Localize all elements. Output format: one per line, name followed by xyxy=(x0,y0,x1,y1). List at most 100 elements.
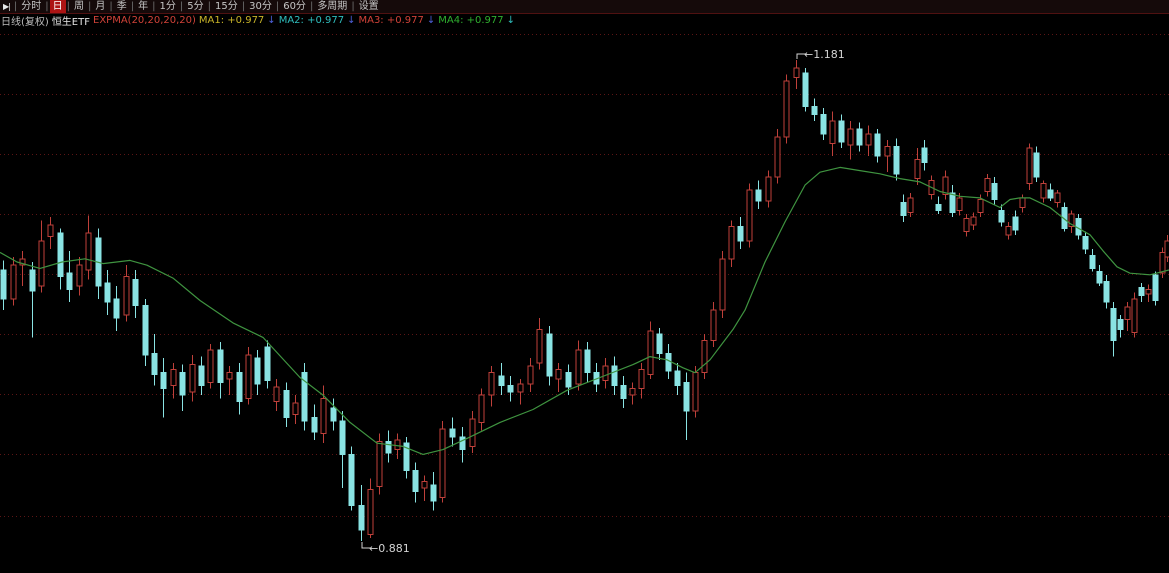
candle xyxy=(459,436,466,451)
candle xyxy=(970,216,977,226)
candle xyxy=(1152,274,1159,302)
candle xyxy=(1164,240,1169,258)
ma3-down-arrow-icon: ↓ xyxy=(426,15,436,26)
candle xyxy=(963,218,970,233)
candle xyxy=(546,333,553,377)
candle xyxy=(403,442,410,471)
candle xyxy=(179,372,186,396)
candle xyxy=(907,197,914,213)
candle xyxy=(575,349,582,385)
candle xyxy=(1124,306,1131,321)
indicator-name[interactable]: EXPMA(20,20,20,20) xyxy=(93,15,196,26)
candle xyxy=(104,282,111,303)
candle xyxy=(847,128,854,146)
collapse-panel-icon[interactable]: ▶| xyxy=(3,2,11,11)
candle xyxy=(746,189,753,242)
candle xyxy=(565,372,572,388)
candle xyxy=(620,384,627,399)
candle xyxy=(29,269,36,292)
candle xyxy=(151,352,158,375)
candle xyxy=(1047,189,1054,199)
candle xyxy=(339,420,346,455)
tab-minute-chart[interactable]: 分时 xyxy=(21,1,42,12)
candle xyxy=(719,258,726,311)
tab-weekly[interactable]: 周 xyxy=(73,1,84,12)
high-price-label: ←1.181 xyxy=(804,48,845,61)
tab-60min[interactable]: 60分 xyxy=(283,1,306,12)
candle xyxy=(449,428,456,438)
candle xyxy=(236,372,243,403)
tab-settings[interactable]: 设置 xyxy=(358,1,379,12)
expma-line xyxy=(0,166,1169,455)
candle xyxy=(665,352,672,372)
candle xyxy=(1040,182,1047,199)
tab-quarterly[interactable]: 季 xyxy=(116,1,127,12)
candle xyxy=(1012,216,1019,231)
candle xyxy=(47,224,54,237)
candle xyxy=(527,365,534,385)
candle xyxy=(264,346,271,382)
candle xyxy=(884,146,891,157)
candle xyxy=(1103,280,1110,303)
candle xyxy=(385,441,392,454)
candle xyxy=(189,364,196,393)
candle xyxy=(311,417,318,433)
candles xyxy=(0,60,1169,541)
candle xyxy=(984,178,991,192)
candle xyxy=(783,80,790,138)
tab-1min[interactable]: 1分 xyxy=(159,1,176,12)
candle xyxy=(0,269,7,300)
candle xyxy=(283,389,290,419)
candle xyxy=(1026,147,1033,184)
tab-yearly[interactable]: 年 xyxy=(138,1,149,12)
candle xyxy=(66,272,73,290)
candle xyxy=(394,439,401,451)
candle xyxy=(874,133,881,157)
candle xyxy=(57,232,64,277)
candle xyxy=(774,136,781,178)
candle xyxy=(76,264,83,287)
ma4-value: MA4: +0.977 xyxy=(438,15,504,26)
candle xyxy=(1159,251,1166,274)
candle xyxy=(893,146,900,175)
candle xyxy=(956,197,963,212)
candle xyxy=(865,133,872,146)
candle xyxy=(132,279,139,306)
ma4-down-arrow-icon: ↓ xyxy=(506,15,516,26)
candle xyxy=(142,304,149,356)
candle xyxy=(1054,192,1061,204)
tab-monthly[interactable]: 月 xyxy=(95,1,106,12)
candle xyxy=(638,368,645,390)
candle xyxy=(1061,207,1068,229)
candle xyxy=(170,368,177,386)
candle xyxy=(1117,319,1124,330)
candle xyxy=(1110,308,1117,342)
candle xyxy=(765,176,772,202)
low-price-label: ←0.881 xyxy=(369,542,410,555)
candle xyxy=(320,397,327,435)
gridlines xyxy=(0,34,1169,517)
candle xyxy=(1138,287,1145,297)
candle xyxy=(647,330,654,375)
candle xyxy=(656,333,663,354)
candle xyxy=(1131,298,1138,334)
ma3-value: MA3: +0.977 xyxy=(358,15,424,26)
candle xyxy=(728,226,735,260)
candle xyxy=(198,365,205,386)
tab-multi-period[interactable]: 多周期 xyxy=(317,1,348,12)
tab-15min[interactable]: 15分 xyxy=(214,1,238,12)
tab-daily[interactable]: 日 xyxy=(49,0,66,13)
candle xyxy=(536,328,543,364)
candle xyxy=(755,189,762,202)
candle xyxy=(914,158,921,180)
candle xyxy=(367,489,374,536)
candle xyxy=(737,226,744,242)
tab-30min[interactable]: 30分 xyxy=(249,1,272,12)
candle xyxy=(254,357,261,385)
tab-5min[interactable]: 5分 xyxy=(187,1,204,12)
ma1-value: MA1: +0.977 xyxy=(198,15,265,26)
candle xyxy=(1082,235,1089,250)
ma2-down-arrow-icon: ↓ xyxy=(347,15,356,26)
candle xyxy=(829,120,836,144)
